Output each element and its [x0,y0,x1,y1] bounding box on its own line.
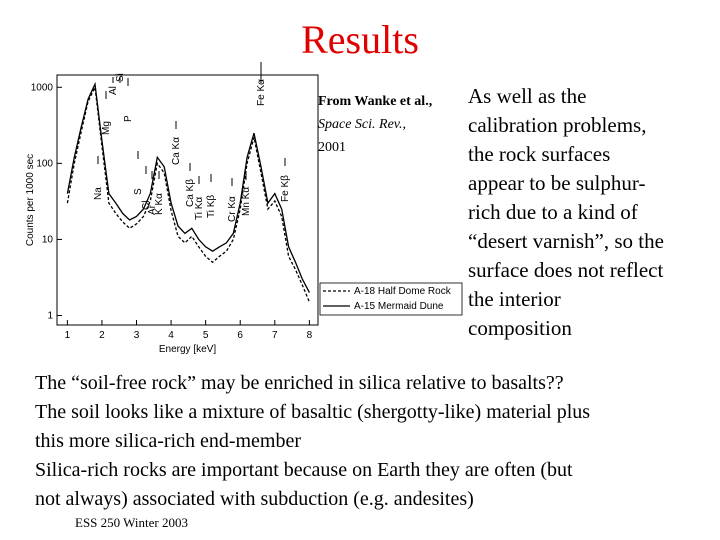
y-tick-label: 1000 [31,82,54,93]
element-label: K Kα [154,193,165,215]
spectrum-line [66,85,311,303]
text-line: Silica-rich rocks are important because … [35,459,573,481]
spectrum-chart: 1 10 100 1000 1 2 3 4 5 6 7 8 Energy [keV] Counts per… [25,62,463,355]
element-label: Cr Kα [227,196,238,222]
text-line: the interior [468,287,561,311]
element-label: Al [108,86,119,95]
text-line: calibration problems, [468,113,647,137]
x-tick-label: 3 [134,330,140,341]
element-label: S [133,188,144,195]
text-line: not always) associated with subduction (… [35,488,474,510]
element-label: Fe Kβ [280,175,291,202]
element-label: Mn Kα [241,187,252,216]
y-tick-label: 100 [36,158,53,169]
element-label: Ti Kα [194,197,205,220]
text-line: appear to be sulphur- [468,171,646,195]
element-label: Ti Kβ [206,195,217,218]
x-tick-label: 8 [307,330,313,341]
citation: Space Sci. Rev., [318,117,406,132]
text-line: the rock surfaces [468,142,611,166]
text-line: The “soil-free rock” may be enriched in … [35,372,564,394]
slide-title: Results [301,17,419,62]
x-tick-label: 7 [272,330,278,341]
citation: 2001 [318,140,346,155]
legend-label: A-15 Mermaid Dune [354,301,444,312]
legend-box [319,282,463,316]
text-line: composition [468,316,572,340]
element-label: P [123,115,134,122]
text-line: The soil looks like a mixture of basalti… [35,401,591,423]
y-tick-label: 10 [42,234,54,245]
element-label: Ca Kβ [185,179,196,207]
text-line: surface does not reflect [468,258,664,282]
element-label: Ca Kα [171,137,182,165]
element-label: Fe Kα [256,79,267,106]
plot-frame [56,74,319,326]
x-axis-label: Energy [keV] [159,344,216,355]
element-label: Mg [101,121,112,135]
element-label: Na [93,187,104,200]
x-tick-label: 2 [99,330,105,341]
text-line: “desert varnish”, so the [468,229,664,253]
legend-label: A-18 Half Dome Rock [354,286,452,297]
x-tick-label: 1 [65,330,71,341]
text-line: rich due to a kind of [468,200,638,224]
x-tick-label: 4 [168,330,174,341]
element-label: Cl [141,201,152,210]
footer: ESS 250 Winter 2003 [75,515,188,530]
text-line: As well as the [468,84,587,108]
citation: From Wanke et al., [318,94,433,109]
y-tick-label: 1 [47,310,53,321]
text-line: this more silica-rich end-member [35,430,302,452]
element-label: Ar [147,204,158,215]
x-tick-label: 5 [203,330,209,341]
x-tick-label: 6 [237,330,243,341]
spectrum-line [66,81,310,293]
y-axis-label: Counts per 1000 sec [25,154,36,246]
